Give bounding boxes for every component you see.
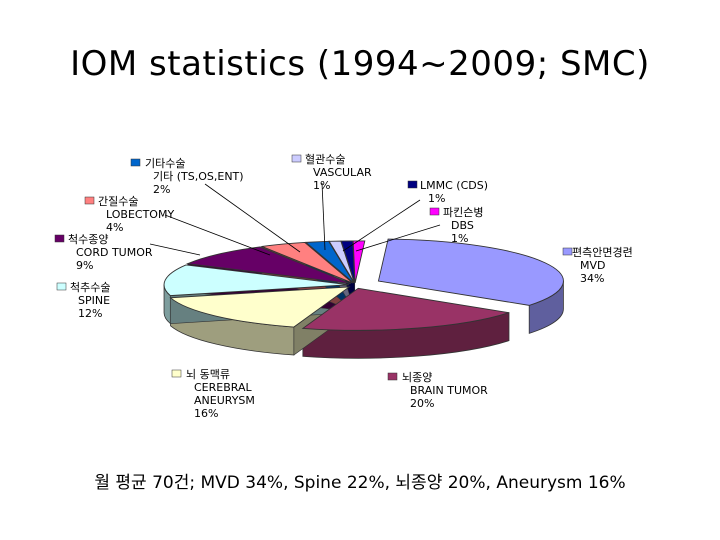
slice-percent-label: 12% — [78, 307, 102, 320]
slice-label: 간질수술 — [98, 195, 138, 208]
pie-slice — [169, 286, 351, 328]
slice-label: 파킨슨병 — [443, 206, 483, 219]
pie-slice — [301, 287, 510, 331]
legend-swatch — [291, 154, 302, 163]
slice-label: 혈관수술 — [305, 152, 345, 166]
slide-title: IOM statistics (1994~2009; SMC) — [70, 44, 650, 84]
legend-swatch — [429, 207, 440, 216]
legend-swatch — [54, 234, 65, 243]
pie-slice — [304, 240, 355, 284]
chart-caption: 월 평균 70건; MVD 34%, Spine 22%, 뇌종양 20%, A… — [94, 473, 626, 493]
slice-label: MVD — [580, 259, 606, 272]
legend-swatch — [130, 158, 141, 167]
slice-label: 기타 (TS,OS,ENT) — [153, 170, 244, 183]
slice-percent-label: 9% — [76, 259, 93, 272]
slice-label: 편측안면경련 — [572, 246, 633, 259]
slice-label: 뇌 동맥류 — [186, 368, 230, 381]
slice-label: 척추수술 — [70, 281, 110, 294]
slice-percent-label: 20% — [410, 397, 434, 410]
slice-label: LOBECTOMY — [106, 208, 174, 221]
legend-swatch — [387, 372, 398, 381]
slice-percent-label: 1% — [313, 179, 330, 192]
pie-slice — [185, 246, 351, 284]
leader-line — [321, 182, 326, 251]
pie-slice — [260, 242, 354, 284]
slice-percent-label: 1% — [451, 232, 468, 245]
legend-swatch — [562, 247, 573, 256]
legend-swatch — [56, 282, 67, 291]
slice-percent-label: 1% — [428, 192, 445, 205]
slice-percent-label: 4% — [106, 221, 123, 234]
legend-swatch — [84, 196, 95, 205]
legend-swatch — [171, 369, 182, 378]
slice-percent-label: 2% — [153, 183, 170, 196]
pie-slice — [352, 240, 366, 284]
leader-line — [204, 183, 301, 253]
slice-label: BRAIN TUMOR — [410, 384, 488, 397]
slice-label: VASCULAR — [313, 166, 372, 179]
slice-label: 뇌종양 — [402, 371, 432, 384]
slice-label: DBS — [451, 219, 474, 232]
slice-label: 기타수술 — [145, 157, 185, 170]
slice-percent-label: 34% — [580, 272, 604, 285]
slice-label: LMMC (CDS) — [420, 179, 488, 192]
leader-line — [149, 243, 201, 256]
slice-label: ANEURYSM — [194, 394, 255, 407]
leader-line — [355, 224, 441, 252]
slice-label: CEREBRAL — [194, 381, 252, 394]
leader-line — [342, 199, 421, 252]
legend-swatch — [407, 180, 418, 189]
leader-line — [164, 214, 271, 256]
slice-label: SPINE — [78, 294, 110, 307]
pie-slice — [163, 264, 350, 297]
slice-label: 척수종양 — [68, 233, 108, 246]
pie-slice — [377, 238, 564, 306]
slice-label: CORD TUMOR — [76, 246, 153, 259]
slice-percent-label: 16% — [194, 407, 218, 420]
